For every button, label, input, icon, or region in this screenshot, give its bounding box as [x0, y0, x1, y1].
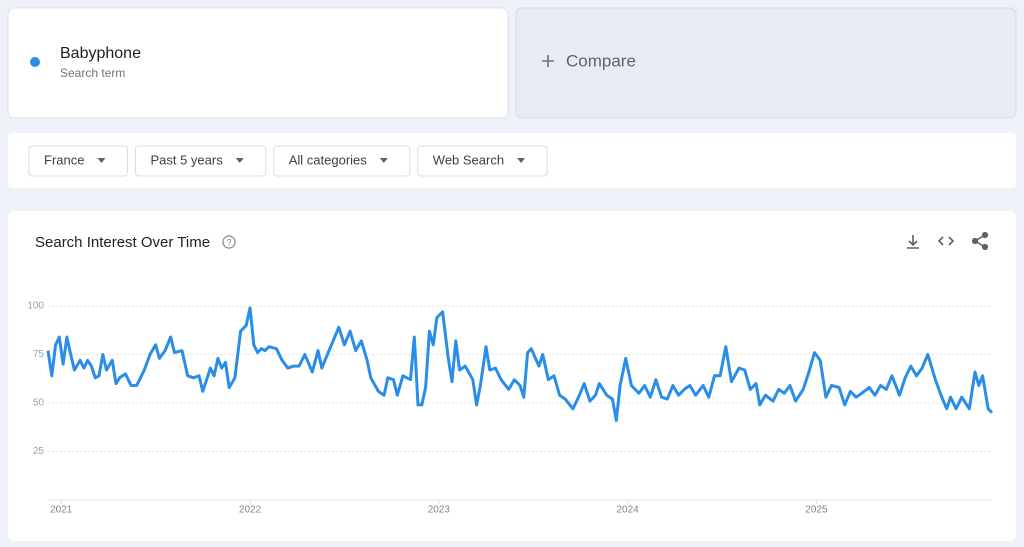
embed-icon[interactable]: [937, 236, 955, 246]
filter-box[interactable]: [28, 145, 128, 177]
y-tick-label: 50: [33, 398, 45, 409]
x-tick-label: 2025: [805, 505, 828, 516]
trend-line: [46, 306, 994, 422]
download-icon[interactable]: [907, 235, 919, 249]
chart-card: [8, 211, 1016, 541]
dropdown-arrow[interactable]: [379, 158, 388, 163]
dropdown-arrow[interactable]: [235, 158, 244, 163]
filter-dropdown[interactable]: France: [28, 145, 128, 177]
x-tick-label: 2021: [50, 505, 73, 516]
x-tick-label: 2022: [239, 505, 262, 516]
toolbar: [907, 231, 989, 251]
plus-icon: [542, 55, 554, 67]
y-tick-label: 25: [33, 446, 45, 457]
filter-dropdown[interactable]: All categories: [273, 145, 411, 177]
term-dot: [30, 57, 40, 67]
filter-label[interactable]: Past 5 years: [150, 152, 223, 167]
chart-title: Search Interest Over Time: [35, 234, 210, 251]
search-term-card: [7, 7, 509, 119]
filter-label[interactable]: Web Search: [433, 152, 504, 167]
dropdown-arrow[interactable]: [517, 158, 526, 163]
share-dot[interactable]: [981, 243, 989, 251]
share-dot[interactable]: [971, 237, 979, 245]
compare-label[interactable]: Compare: [566, 51, 636, 70]
filter-box[interactable]: [273, 145, 411, 177]
dropdown-arrow[interactable]: [97, 158, 106, 163]
help-icon[interactable]: ?: [222, 235, 236, 249]
help-circle[interactable]: [222, 235, 236, 249]
filter-label[interactable]: France: [44, 152, 84, 167]
share-dot[interactable]: [981, 231, 989, 239]
filter-label[interactable]: All categories: [289, 152, 368, 167]
filter-dropdown[interactable]: Web Search: [417, 145, 548, 177]
y-tick-label: 100: [27, 301, 44, 312]
filter-box[interactable]: [134, 145, 267, 177]
search-term-label: Search term: [60, 66, 125, 80]
compare-button[interactable]: Compare: [515, 7, 1017, 119]
x-tick-label: 2023: [428, 505, 451, 516]
search-term: Babyphone: [60, 45, 141, 62]
y-tick-label: 75: [33, 349, 45, 360]
x-tick-label: 2024: [616, 505, 639, 516]
compare-card[interactable]: [515, 7, 1017, 119]
filter-dropdown[interactable]: Past 5 years: [134, 145, 267, 177]
filter-box[interactable]: [417, 145, 548, 177]
help-glyph[interactable]: ?: [226, 237, 231, 247]
